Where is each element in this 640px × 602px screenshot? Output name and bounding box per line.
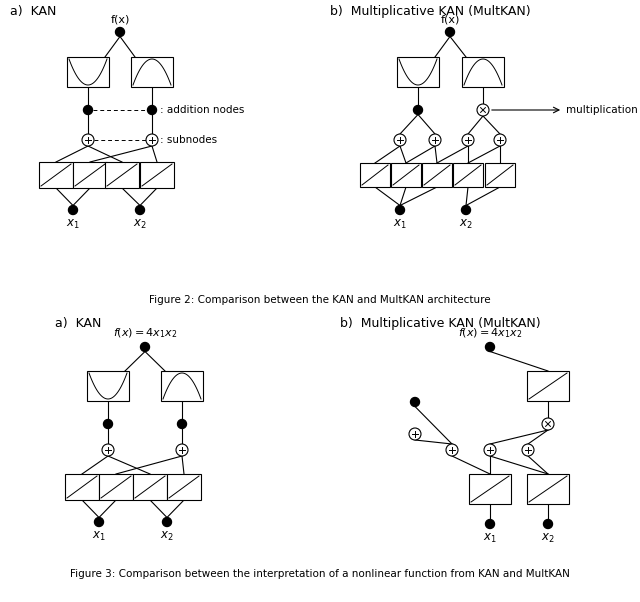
Circle shape	[445, 28, 454, 37]
Bar	[87, 371, 129, 401]
Bar	[462, 57, 504, 87]
Bar	[527, 371, 569, 401]
Text: multiplication node: multiplication node	[566, 105, 640, 115]
Circle shape	[102, 444, 114, 456]
Text: f(x): f(x)	[110, 15, 130, 25]
Circle shape	[163, 518, 172, 527]
Text: $x_1$: $x_1$	[92, 530, 106, 543]
Bar	[140, 162, 174, 188]
Circle shape	[146, 134, 158, 146]
Circle shape	[68, 205, 77, 214]
Bar	[485, 163, 515, 187]
Text: a)  KAN: a) KAN	[55, 317, 101, 330]
Text: a)  KAN: a) KAN	[10, 5, 56, 18]
Text: $x_2$: $x_2$	[541, 532, 555, 545]
Bar	[133, 474, 167, 500]
Bar	[360, 163, 390, 187]
Circle shape	[477, 104, 489, 116]
Text: : subnodes: : subnodes	[160, 135, 217, 145]
Bar	[391, 163, 421, 187]
Circle shape	[494, 134, 506, 146]
Circle shape	[177, 420, 186, 429]
Text: $f(x) = 4x_1x_2$: $f(x) = 4x_1x_2$	[113, 326, 177, 340]
Circle shape	[484, 444, 496, 456]
Bar	[161, 371, 203, 401]
Bar	[65, 474, 99, 500]
Circle shape	[542, 418, 554, 430]
Circle shape	[394, 134, 406, 146]
Circle shape	[409, 428, 421, 440]
Circle shape	[522, 444, 534, 456]
Text: Figure 3: Comparison between the interpretation of a nonlinear function from KAN: Figure 3: Comparison between the interpr…	[70, 569, 570, 579]
Circle shape	[83, 105, 93, 114]
Text: $x_2$: $x_2$	[160, 530, 174, 543]
Circle shape	[95, 518, 104, 527]
Circle shape	[104, 420, 113, 429]
Text: Figure 2: Comparison between the KAN and MultKAN architecture: Figure 2: Comparison between the KAN and…	[149, 295, 491, 305]
Text: $x_1$: $x_1$	[393, 218, 407, 231]
Circle shape	[461, 205, 470, 214]
Circle shape	[486, 343, 495, 352]
Bar	[469, 474, 511, 504]
Circle shape	[82, 134, 94, 146]
Bar	[422, 163, 452, 187]
Text: $x_2$: $x_2$	[133, 218, 147, 231]
Bar	[397, 57, 439, 87]
Circle shape	[136, 205, 145, 214]
Circle shape	[141, 343, 150, 352]
Bar	[73, 162, 107, 188]
Bar	[99, 474, 133, 500]
Circle shape	[176, 444, 188, 456]
Bar	[527, 474, 569, 504]
Bar	[39, 162, 73, 188]
Text: $x_1$: $x_1$	[66, 218, 80, 231]
Circle shape	[462, 134, 474, 146]
Text: $x_1$: $x_1$	[483, 532, 497, 545]
Circle shape	[396, 205, 404, 214]
Circle shape	[429, 134, 441, 146]
Text: $x_2$: $x_2$	[459, 218, 473, 231]
Text: b)  Multiplicative KAN (MultKAN): b) Multiplicative KAN (MultKAN)	[340, 317, 541, 330]
Circle shape	[486, 520, 495, 529]
Circle shape	[543, 520, 552, 529]
Circle shape	[115, 28, 125, 37]
Text: b)  Multiplicative KAN (MultKAN): b) Multiplicative KAN (MultKAN)	[330, 5, 531, 18]
Circle shape	[446, 444, 458, 456]
Text: : addition nodes: : addition nodes	[160, 105, 244, 115]
Bar	[453, 163, 483, 187]
Bar	[167, 474, 201, 500]
Circle shape	[410, 397, 419, 406]
Text: $f(x) = 4x_1x_2$: $f(x) = 4x_1x_2$	[458, 326, 522, 340]
Circle shape	[147, 105, 157, 114]
Circle shape	[413, 105, 422, 114]
Bar	[67, 57, 109, 87]
Text: f(x): f(x)	[440, 15, 460, 25]
Bar	[105, 162, 139, 188]
Bar	[131, 57, 173, 87]
